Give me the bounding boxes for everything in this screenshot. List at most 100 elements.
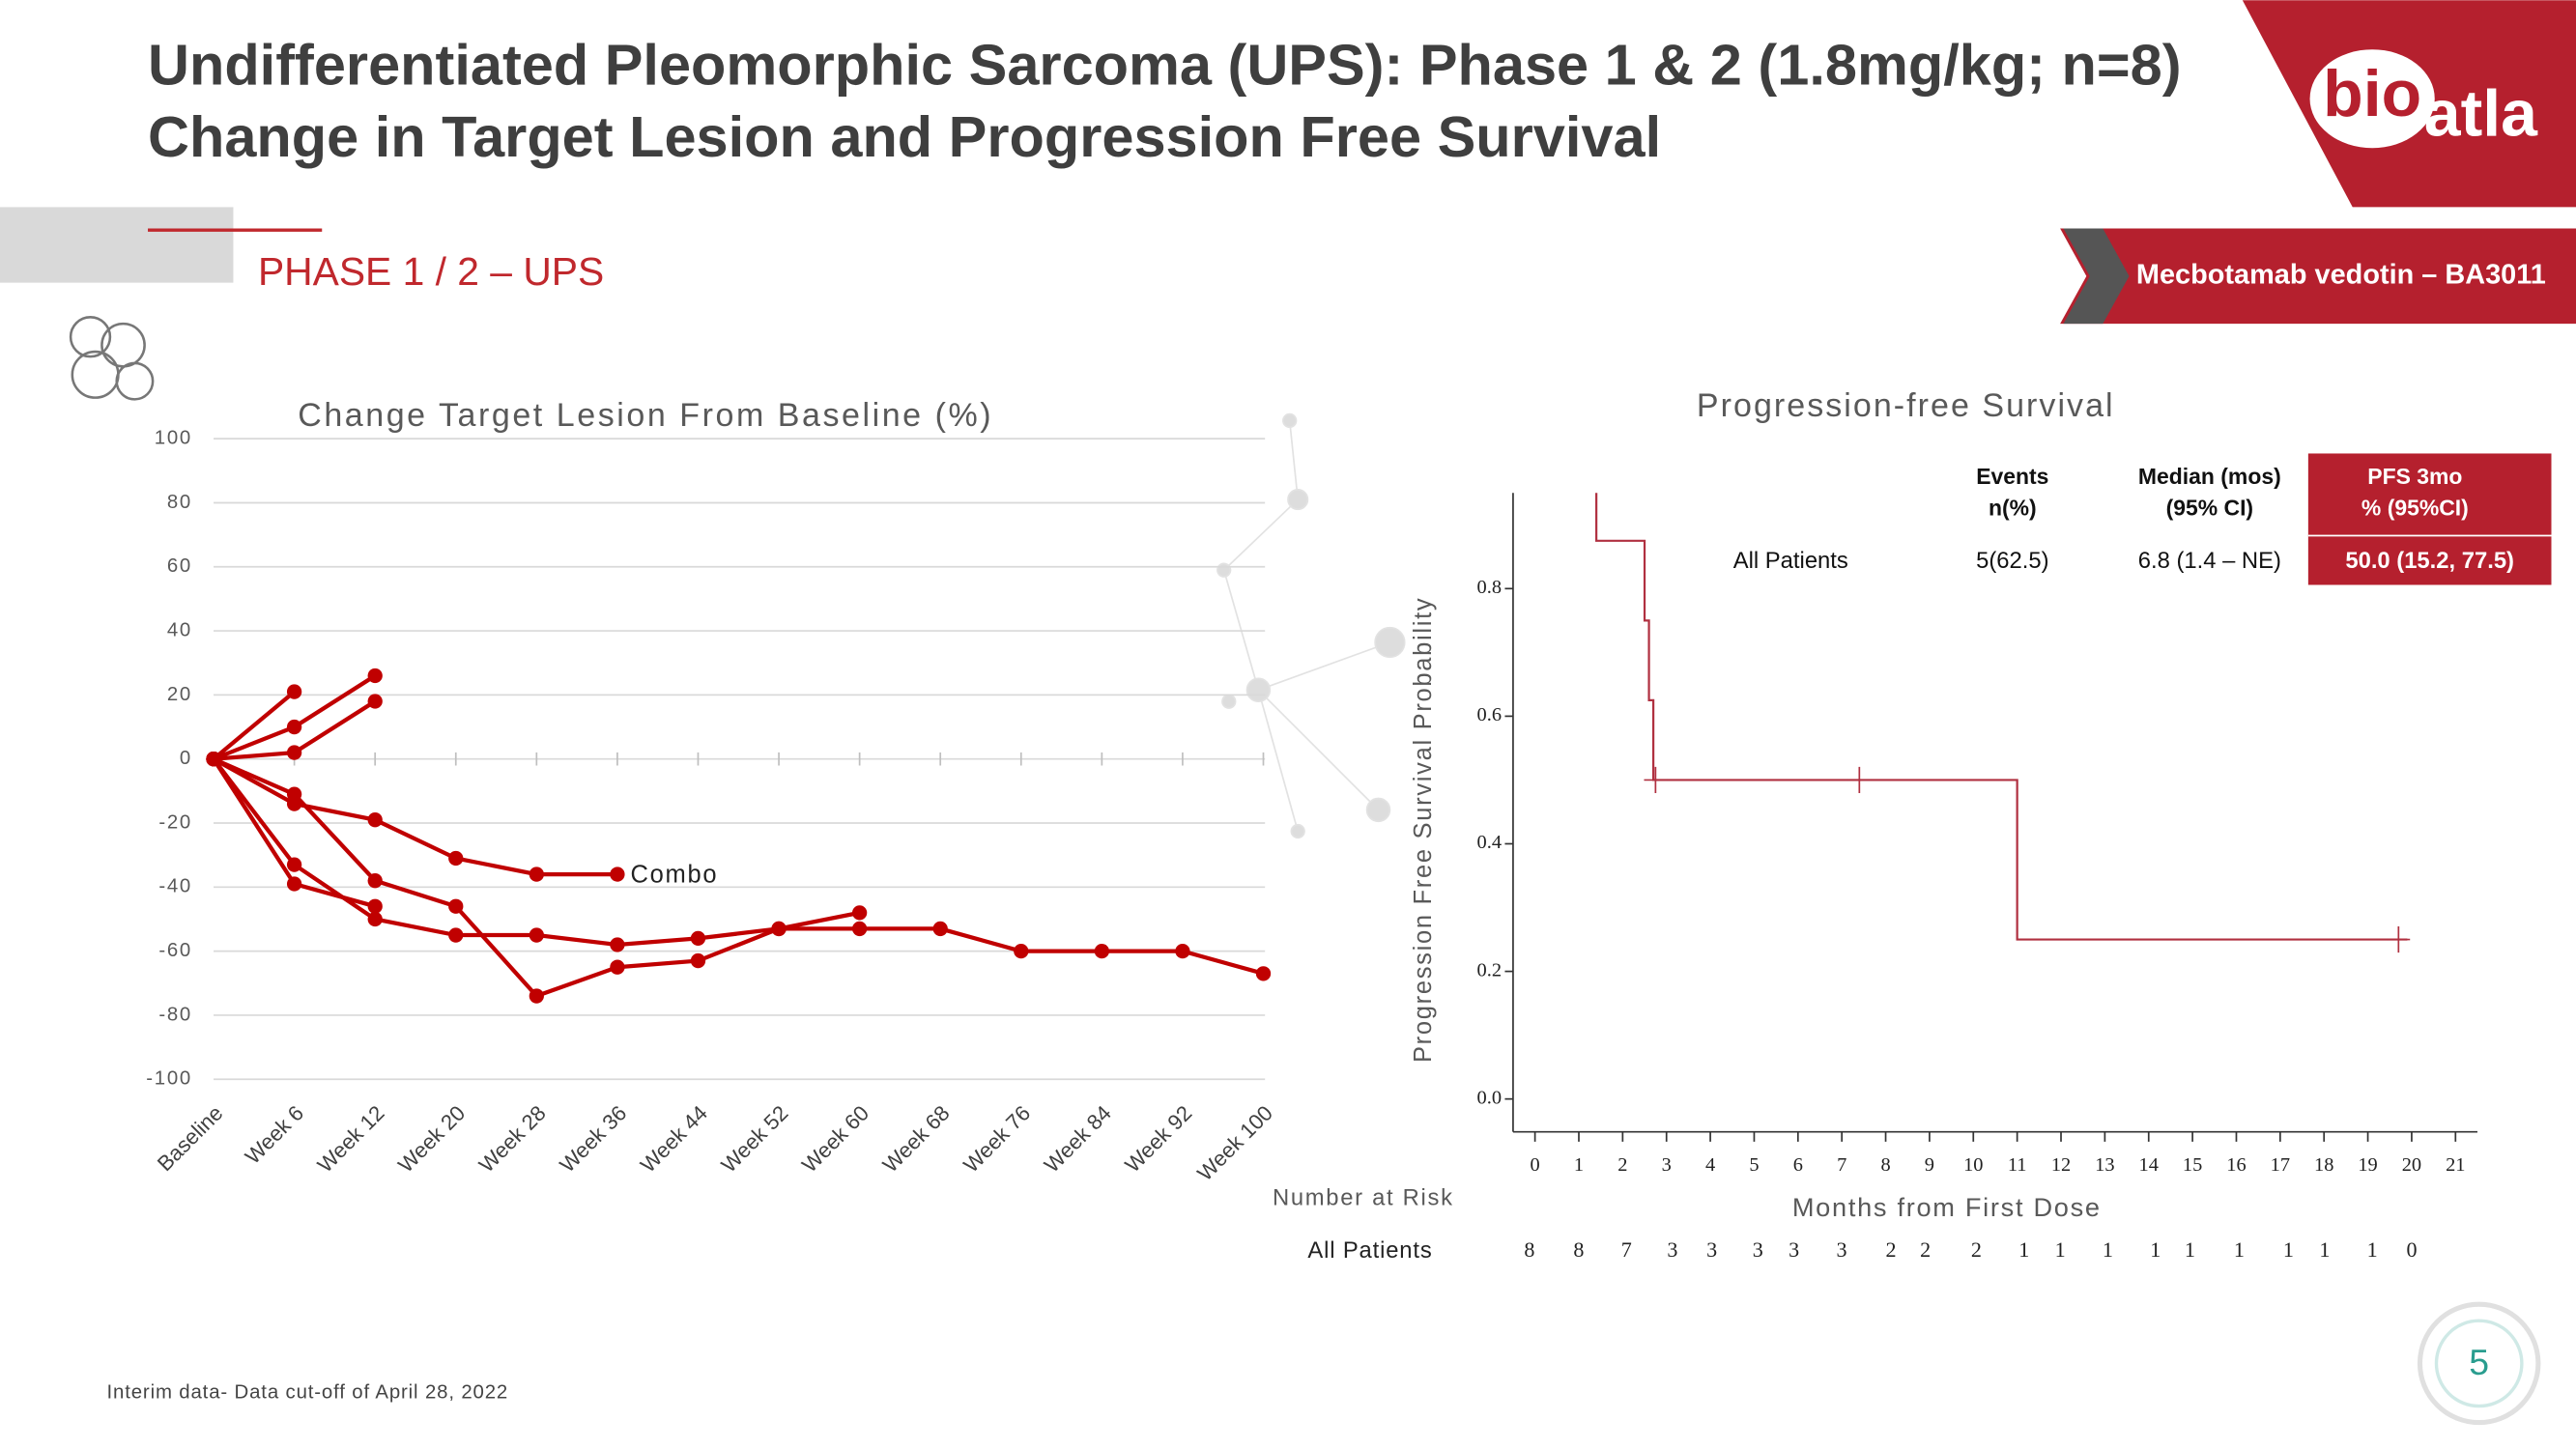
- logo-text: bio: [2323, 57, 2421, 130]
- chevron: [2063, 228, 2130, 325]
- y-tick-label: -20: [158, 811, 192, 833]
- x-tick-label: 0: [1531, 1154, 1540, 1176]
- data-point: [367, 694, 383, 709]
- data-point: [529, 867, 544, 882]
- risk-count: 1: [2150, 1237, 2161, 1262]
- risk-count: 1: [2055, 1237, 2066, 1262]
- table-header: n(%): [1989, 495, 2037, 520]
- x-tick-label: 8: [1880, 1154, 1890, 1176]
- data-point: [1094, 943, 1109, 959]
- title: Change in Target Lesion and Progression …: [148, 104, 1661, 169]
- x-tick-label: 19: [2358, 1154, 2377, 1176]
- y-axis-title: Progression Free Survival Probability: [1410, 597, 1437, 1063]
- data-point: [1175, 943, 1190, 959]
- data-point: [610, 937, 625, 952]
- data-point: [286, 857, 302, 872]
- x-tick-label: 17: [2271, 1154, 2290, 1176]
- risk-count: 3: [1789, 1237, 1799, 1262]
- x-tick-label: Baseline: [153, 1101, 228, 1177]
- y-tick-label: 0: [180, 748, 192, 769]
- risk-count: 2: [1971, 1237, 1982, 1262]
- x-tick-label: 20: [2402, 1154, 2421, 1176]
- risk-count: 3: [1667, 1237, 1677, 1262]
- y-tick-label: 60: [167, 555, 192, 577]
- y-tick-label: 40: [167, 619, 192, 640]
- x-tick-label: 16: [2226, 1154, 2246, 1176]
- table-header: Events: [1976, 464, 2048, 489]
- x-tick-label: Week 6: [241, 1101, 308, 1169]
- x-tick-label: Week 84: [1040, 1101, 1116, 1178]
- table-header: % (95%CI): [2361, 495, 2469, 520]
- data-point: [367, 873, 383, 889]
- risk-count: 3: [1706, 1237, 1717, 1262]
- series-line: [212, 757, 1265, 976]
- risk-count: 1: [2185, 1237, 2195, 1262]
- risk-count: 1: [2234, 1237, 2245, 1262]
- x-tick-label: 10: [1963, 1154, 1983, 1176]
- risk-count: 1: [2367, 1237, 2378, 1262]
- x-tick-label: 6: [1793, 1154, 1803, 1176]
- y-tick-label: -60: [158, 940, 192, 961]
- y-tick-label: 0.2: [1477, 959, 1503, 980]
- data-point: [367, 812, 383, 828]
- x-tick-label: 12: [2051, 1154, 2071, 1176]
- x-tick-label: 7: [1837, 1154, 1846, 1176]
- risk-count: 2: [1920, 1237, 1931, 1262]
- survival-curve: [1595, 493, 2408, 941]
- censor-mark: [1847, 766, 1872, 794]
- risk-count: 7: [1621, 1237, 1632, 1262]
- data-point: [367, 668, 383, 684]
- x-tick-label: 9: [1925, 1154, 1934, 1176]
- data-point: [448, 927, 464, 943]
- chart-title: Change Target Lesion From Baseline (%): [298, 397, 993, 434]
- table-highlight: [2307, 453, 2552, 585]
- drug-label: Mecbotamab vedotin – BA3011: [2136, 259, 2546, 290]
- data-point: [367, 911, 383, 927]
- data-point: [367, 898, 383, 914]
- data-point: [286, 719, 302, 735]
- x-tick-label: 2: [1617, 1154, 1627, 1176]
- title: Undifferentiated Pleomorphic Sarcoma (UP…: [148, 32, 2182, 97]
- series-line: [213, 756, 617, 877]
- data-point: [286, 745, 302, 760]
- annotation: Combo: [631, 861, 719, 888]
- data-point: [286, 876, 302, 892]
- page-number: 5: [2469, 1342, 2489, 1382]
- table-cell: All Patients: [1733, 548, 1848, 574]
- data-point: [286, 684, 302, 699]
- logo-text: atla: [2424, 77, 2538, 151]
- logo-bubble: [2309, 49, 2435, 149]
- x-tick-label: 3: [1662, 1154, 1672, 1176]
- data-point: [851, 905, 868, 921]
- data-point: [690, 952, 706, 969]
- risk-count: 3: [1836, 1237, 1846, 1262]
- series-line: [212, 690, 296, 761]
- risk-count: 8: [1573, 1237, 1584, 1262]
- risk-count: 3: [1753, 1237, 1763, 1262]
- data-point: [932, 921, 948, 937]
- table-cell: 6.8 (1.4 – NE): [2138, 548, 2281, 574]
- data-point: [529, 927, 544, 943]
- y-tick-label: 0.4: [1477, 832, 1503, 853]
- y-tick-label: 80: [167, 492, 192, 513]
- x-tick-label: Week 44: [636, 1101, 712, 1178]
- censor-mark: [2387, 925, 2411, 953]
- x-tick-label: Week 60: [797, 1101, 873, 1178]
- data-point: [1255, 966, 1272, 981]
- x-tick-label: 4: [1705, 1154, 1715, 1176]
- x-tick-label: Week 76: [959, 1101, 1035, 1178]
- x-tick-label: Week 52: [716, 1101, 792, 1178]
- icon: [69, 316, 155, 401]
- risk-count: 1: [2283, 1237, 2294, 1262]
- data-point: [610, 867, 625, 882]
- x-tick-label: 1: [1574, 1154, 1584, 1176]
- section-label: PHASE 1 / 2 – UPS: [258, 249, 604, 294]
- drug-ribbon: [2060, 228, 2576, 325]
- plot-area: [1595, 493, 2408, 941]
- data-point: [448, 850, 464, 867]
- data-point: [448, 898, 464, 914]
- risk-count: 1: [2103, 1237, 2113, 1262]
- data-point: [1014, 943, 1029, 959]
